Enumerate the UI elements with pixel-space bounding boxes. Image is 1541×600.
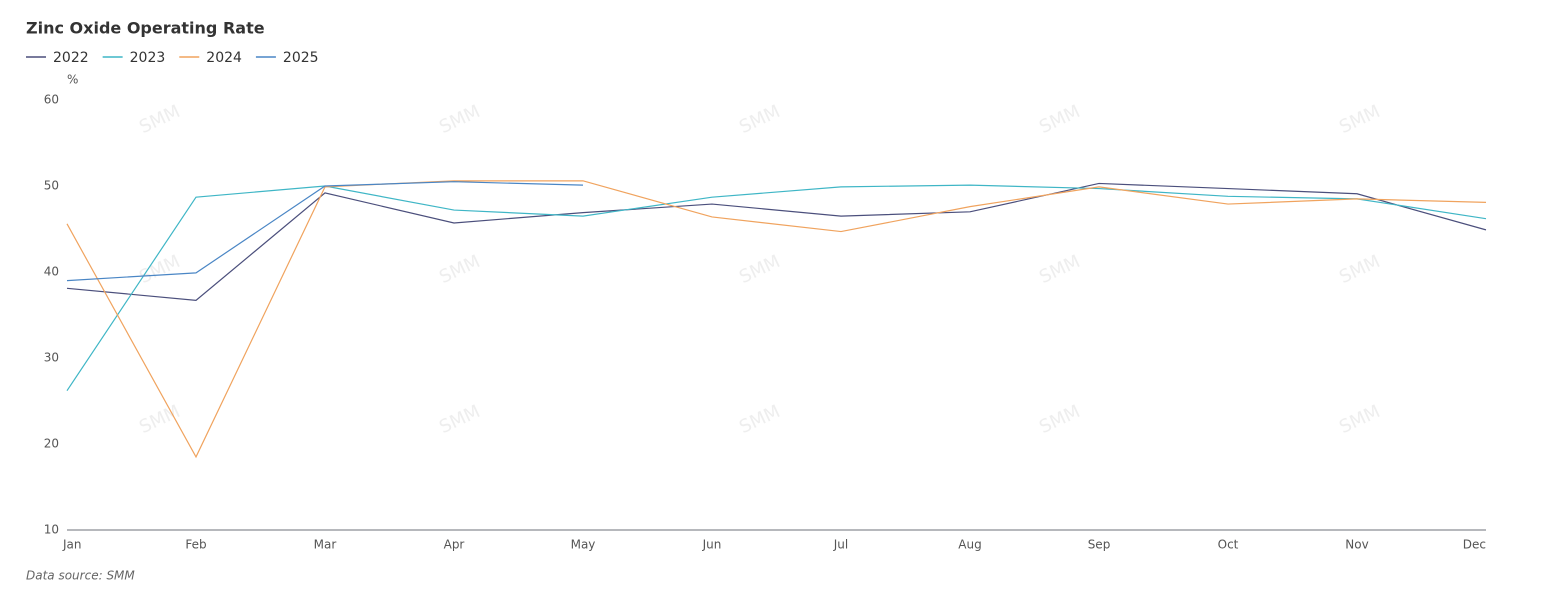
x-tick-label: Feb	[185, 538, 206, 552]
y-tick-label: 30	[44, 351, 59, 365]
watermark: SMM	[1336, 101, 1383, 138]
y-tick-label: 60	[44, 93, 59, 107]
series-line	[66, 184, 1487, 392]
watermark: SMM	[436, 401, 483, 438]
x-tick-label: Jul	[833, 538, 848, 552]
y-tick-label: 50	[44, 179, 59, 193]
series-line	[66, 181, 584, 282]
watermark: SMM	[736, 251, 783, 288]
watermark: SMM	[436, 101, 483, 138]
chart-title: Zinc Oxide Operating Rate	[26, 19, 265, 38]
x-tick-label: Apr	[444, 538, 465, 552]
series-line	[66, 182, 1487, 302]
legend-label: 2023	[130, 50, 166, 66]
y-tick-label: 40	[44, 265, 59, 279]
x-tick-label: Jun	[702, 538, 722, 552]
watermark: SMM	[1036, 251, 1083, 288]
y-tick-label: 10	[44, 523, 59, 537]
x-tick-label: Aug	[958, 538, 981, 552]
x-tick-label: Dec	[1463, 538, 1486, 552]
y-tick-label: 20	[44, 437, 59, 451]
watermark: SMM	[736, 101, 783, 138]
x-tick-label: Mar	[314, 538, 337, 552]
x-tick-label: Jan	[62, 538, 82, 552]
legend-label: 2024	[206, 50, 242, 66]
legend-label: 2022	[53, 50, 89, 66]
watermark: SMM	[436, 251, 483, 288]
x-tick-label: May	[571, 538, 596, 552]
watermark: SMM	[1336, 401, 1383, 438]
x-tick-label: Oct	[1218, 538, 1239, 552]
watermark: SMM	[136, 251, 183, 288]
series-line	[66, 180, 1487, 459]
watermark: SMM	[136, 101, 183, 138]
x-tick-label: Nov	[1345, 538, 1368, 552]
watermark: SMM	[1036, 401, 1083, 438]
data-source: Data source: SMM	[26, 569, 135, 583]
legend-label: 2025	[283, 50, 319, 66]
watermark: SMM	[736, 401, 783, 438]
watermark: SMM	[1036, 101, 1083, 138]
x-tick-label: Sep	[1088, 538, 1111, 552]
watermark: SMM	[136, 401, 183, 438]
watermark: SMM	[1336, 251, 1383, 288]
y-unit: %	[67, 73, 78, 87]
